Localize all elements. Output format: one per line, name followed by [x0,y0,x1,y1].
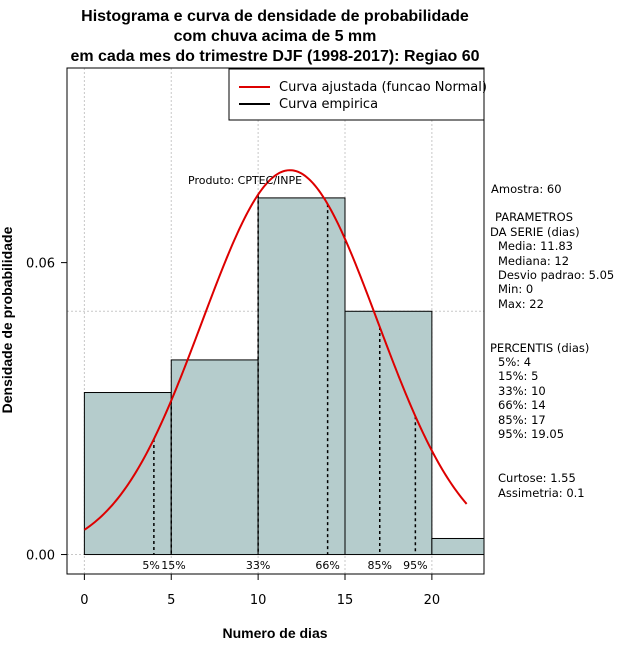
percentile-label-2: 33% [246,559,270,572]
params-title-2: DA SERIE (dias) [490,225,580,239]
x-tick-label-3: 15 [337,593,354,608]
param-desvio: Desvio padrao: 5.05 [498,268,614,282]
curtose-text: Curtose: 1.55 [498,471,576,485]
histogram-bar-0 [83,392,172,556]
param-media: Media: 11.83 [498,239,573,253]
bars-layer [83,197,485,556]
param-min: Min: 0 [498,282,533,296]
curve-layer [83,169,468,531]
histogram-bar-2 [257,197,346,556]
percentil-85: 85%: 17 [498,413,546,427]
percentile-label-4: 85% [368,559,392,572]
product-annotation: Produto: CPTEC/INPE [188,174,302,187]
plot-frame [66,67,485,575]
x-tick-label-0: 0 [80,593,88,608]
percentil-66: 66%: 14 [498,398,546,412]
histogram-bar-1 [170,359,259,556]
y-tick-label-1: 0.06 [26,257,55,272]
sample-text: Amostra: 60 [491,182,562,196]
legend-label-fitted: Curva ajustada (funcao Normal) [279,80,487,95]
percentil-33: 33%: 10 [498,384,546,398]
percentile-label-0: 5% [142,559,159,572]
param-max: Max: 22 [498,297,544,311]
x-tick-label-1: 5 [167,593,175,608]
percentil-95: 95%: 19.05 [498,427,564,441]
fitted-normal-curve [83,169,468,531]
chart-title-line-1: Histograma e curva de densidade de proba… [81,8,469,25]
params-title-1: PARAMETROS [495,210,573,224]
legend-box [228,68,485,121]
histogram-bar-4 [431,537,485,556]
side-panel: Amostra: 60 PARAMETROS DA SERIE (dias) M… [490,182,614,500]
chart-title-line-2: com chuva acima de 5 mm [174,28,377,45]
legend: Curva ajustada (funcao Normal) Curva emp… [228,68,487,121]
chart-title-line-3: em cada mes do trimestre DJF (1998-2017)… [70,48,479,65]
percentil-5: 5%: 4 [498,355,531,369]
percentis-title: PERCENTIS (dias) [490,341,589,355]
x-tick-label-2: 10 [250,593,267,608]
param-mediana: Mediana: 12 [498,254,569,268]
assimetria-text: Assimetria: 0.1 [498,486,585,500]
percentile-label-5: 95% [403,559,427,572]
x-tick-label-4: 20 [424,593,441,608]
y-axis-title: Densidade de probabilidade [0,226,15,413]
percentile-label-3: 66% [315,559,339,572]
y-tick-label-0: 0.00 [26,549,55,564]
percentil-15: 15%: 5 [498,369,538,383]
axis-layer: 0 5 10 15 20 0.00 0.06 [26,257,440,608]
percentile-label-1: 15% [161,559,185,572]
legend-label-empirical: Curva empirica [279,97,378,112]
percentile-layer: 5% 15% 33% 66% 85% 95% [142,194,428,572]
x-axis-title: Numero de dias [222,625,327,641]
